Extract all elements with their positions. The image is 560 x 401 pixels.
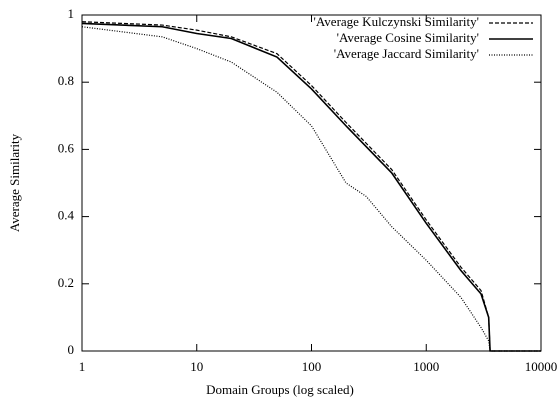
x-tick-label: 10: [190, 359, 203, 374]
x-tick-label: 1: [79, 359, 86, 374]
y-tick-label: 0: [68, 342, 75, 357]
x-axis-label: Domain Groups (log scaled): [206, 382, 354, 397]
y-tick-label: 0.4: [58, 208, 75, 223]
y-tick-label: 0.6: [58, 140, 75, 155]
y-tick-label: 0.8: [58, 73, 74, 88]
x-tick-label: 10000: [525, 359, 558, 374]
legend-label: 'Average Jaccard Similarity': [334, 46, 479, 61]
legend-label: 'Average Kulczynski Similarity': [314, 14, 479, 29]
x-tick-label: 100: [302, 359, 322, 374]
plot-frame: [81, 14, 542, 352]
legend-label: 'Average Cosine Similarity': [337, 30, 479, 45]
series-line: [81, 22, 541, 352]
series-line: [81, 21, 541, 352]
y-axis-label: Average Similarity: [7, 133, 22, 232]
series-line: [81, 26, 541, 352]
y-tick-label: 0.2: [58, 275, 74, 290]
x-tick-label: 1000: [413, 359, 439, 374]
y-tick-label: 1: [68, 6, 75, 21]
